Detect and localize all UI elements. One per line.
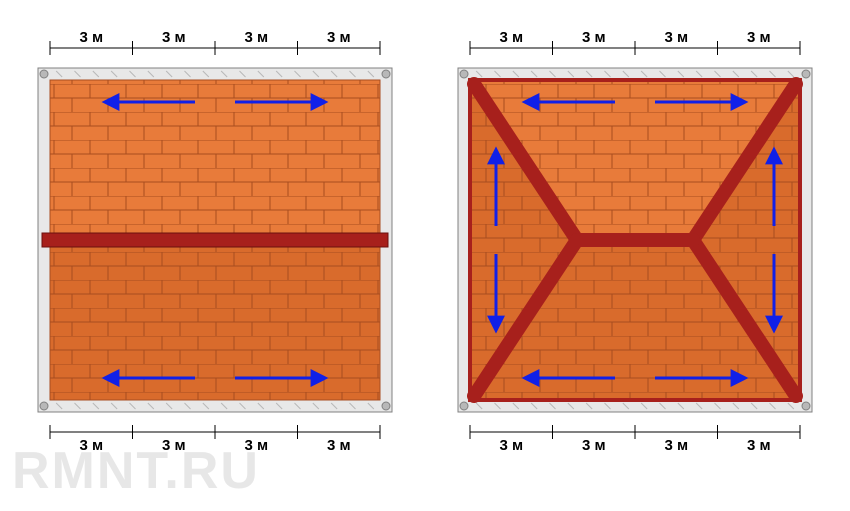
svg-text:3 м: 3 м bbox=[244, 437, 268, 454]
svg-text:3 м: 3 м bbox=[79, 437, 103, 454]
svg-text:3 м: 3 м bbox=[499, 29, 523, 46]
svg-text:3 м: 3 м bbox=[664, 437, 688, 454]
diagram-svg: 3 м 3 м 3 м 3 м 3 м 3 м 3 м 3 м 3 м 3 м 3 м 3 м 3 м 3… bbox=[0, 0, 850, 511]
svg-text:3 м: 3 м bbox=[747, 437, 771, 454]
svg-text:3 м: 3 м bbox=[244, 29, 268, 46]
svg-text:3 м: 3 м bbox=[327, 437, 351, 454]
svg-text:3 м: 3 м bbox=[582, 437, 606, 454]
svg-text:3 м: 3 м bbox=[499, 437, 523, 454]
svg-text:3 м: 3 м bbox=[162, 29, 186, 46]
svg-text:3 м: 3 м bbox=[79, 29, 103, 46]
diagram-stage: 3 м 3 м 3 м 3 м 3 м 3 м 3 м 3 м 3 м 3 м 3 м 3 м 3 м 3… bbox=[0, 0, 850, 511]
svg-text:3 м: 3 м bbox=[162, 437, 186, 454]
svg-text:3 м: 3 м bbox=[327, 29, 351, 46]
svg-text:3 м: 3 м bbox=[747, 29, 771, 46]
svg-text:3 м: 3 м bbox=[582, 29, 606, 46]
svg-text:3 м: 3 м bbox=[664, 29, 688, 46]
